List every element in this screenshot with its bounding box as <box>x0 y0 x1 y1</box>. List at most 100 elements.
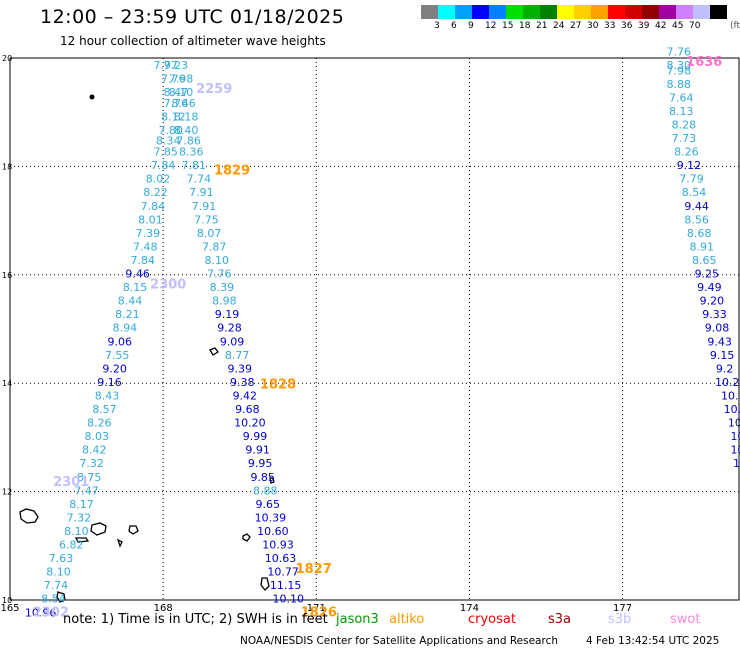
wave-height-label: 7.84 <box>141 200 166 213</box>
wave-height-label: 8.18 <box>174 110 199 123</box>
color-scale-label: 12 <box>485 21 497 31</box>
wave-height-label: 8.91 <box>689 240 714 253</box>
wave-height-label: 7.32 <box>67 511 92 524</box>
wave-height-label: 10.39 <box>255 511 287 524</box>
wave-height-label: 8.10 <box>46 566 71 579</box>
wave-height-label: 7.64 <box>669 91 694 104</box>
y-tick-label: 16 <box>2 271 12 280</box>
color-swatch <box>693 5 710 19</box>
map-frame <box>9 57 740 601</box>
wave-height-label: 7.97 <box>153 59 178 72</box>
wave-height-label: 7.91 <box>189 186 214 199</box>
color-scale-label: 6 <box>451 21 457 31</box>
wave-height-label: 7.84 <box>130 254 155 267</box>
wave-height-label: 8.26 <box>87 417 112 430</box>
wave-height-label: 7.39 <box>136 227 161 240</box>
wave-height-label: 9.2 <box>716 362 734 375</box>
color-scale-label: 33 <box>604 21 616 31</box>
x-tick-label: 174 <box>460 603 479 614</box>
color-scale-label: 45 <box>672 21 684 31</box>
wave-height-label: 8.39 <box>210 281 235 294</box>
color-scale-label: 70 <box>689 21 701 31</box>
x-tick-label: 177 <box>613 603 632 614</box>
satellite-legend-swot: swot <box>670 612 701 627</box>
y-tick-label: 12 <box>2 488 12 497</box>
wave-height-label: 7.23 <box>164 59 189 72</box>
wave-height-label: 10 <box>730 444 740 457</box>
wave-height-label: 10. <box>724 403 740 416</box>
wave-height-label: 8.02 <box>146 173 171 186</box>
wave-height-label: 7.76 <box>207 268 232 281</box>
color-swatch <box>659 5 676 19</box>
wave-height-label: 8.47 <box>164 86 189 99</box>
island-outline <box>19 508 39 524</box>
island-outline <box>209 347 219 356</box>
wave-height-label: 9.12 <box>677 159 702 172</box>
wave-height-label: 8.40 <box>174 124 199 137</box>
wave-height-label: 9.38 <box>230 376 255 389</box>
wave-height-label: 8.12 <box>161 110 186 123</box>
wave-height-label: 9.39 <box>227 362 252 375</box>
footer-timestamp: 4 Feb 13:42:54 UTC 2025 <box>586 635 720 647</box>
color-scale-unit: (ft) <box>730 21 740 31</box>
wave-height-label: 8.10 <box>64 525 89 538</box>
wave-height-label: 8.77 <box>225 349 250 362</box>
x-tick-label: 165 <box>0 603 19 614</box>
wave-height-label: 9.95 <box>248 457 273 470</box>
color-swatch <box>574 5 591 19</box>
wave-height-label: 8.88 <box>253 484 278 497</box>
wave-height-label: 8.54 <box>682 186 707 199</box>
wave-height-label: 8.44 <box>118 295 143 308</box>
color-swatch <box>591 5 608 19</box>
island-outline <box>128 525 139 535</box>
color-swatch <box>489 5 506 19</box>
wave-height-label: 9.15 <box>710 349 735 362</box>
x-tick-label: 171 <box>307 603 326 614</box>
wave-height-label: 7.32 <box>79 457 104 470</box>
wave-height-label: 10. <box>721 389 739 402</box>
wave-height-label: 7.55 <box>105 349 130 362</box>
wave-height-label: 7.48 <box>133 240 158 253</box>
wave-height-label: 7.76 <box>161 72 186 85</box>
wave-height-label: 8.98 <box>212 295 237 308</box>
wave-height-label: 8.21 <box>115 308 140 321</box>
wave-height-label: 8.15 <box>123 281 148 294</box>
color-swatch <box>421 5 438 19</box>
wave-height-label: 9.06 <box>108 335 133 348</box>
wave-height-label: 8.07 <box>197 227 222 240</box>
color-swatch <box>506 5 523 19</box>
color-scale-label: 15 <box>502 21 514 31</box>
wave-height-label: 7.86 <box>176 135 201 148</box>
wave-height-label: 7.76 <box>666 45 691 58</box>
color-scale-label: 27 <box>570 21 582 31</box>
wave-height-label: 6.82 <box>59 539 84 552</box>
wave-height-label: 7.47 <box>74 484 99 497</box>
wave-height-label: 8.17 <box>69 498 94 511</box>
x-tick-label: 168 <box>154 603 173 614</box>
color-scale-legend: 3 6 9 12 15 18 21 24 27 30 33 36 39 42 45 70 <box>421 5 727 33</box>
footer-credit: NOAA/NESDIS Center for Satellite Applica… <box>240 635 558 647</box>
wave-height-label: 9.46 <box>125 268 150 281</box>
pass-time-label: 1826 <box>301 605 337 620</box>
wave-height-label: 8.10 <box>204 254 229 267</box>
wave-height-label: 9.25 <box>695 268 720 281</box>
wave-height-label: 9.99 <box>243 430 268 443</box>
wave-height-label: 10.10 <box>272 593 304 606</box>
island-outline <box>242 533 251 542</box>
color-swatch <box>472 5 489 19</box>
wave-height-label: 7.79 <box>679 173 704 186</box>
color-swatch <box>676 5 693 19</box>
wave-height-label: 8.01 <box>138 213 163 226</box>
island-outline <box>56 591 66 603</box>
page-title: 12:00 – 23:59 UTC 01/18/2025 <box>40 6 345 28</box>
wave-height-label: 9.08 <box>705 322 730 335</box>
wave-height-label: 8.94 <box>113 322 138 335</box>
color-scale-label: 9 <box>468 21 474 31</box>
pass-time-label: 2259 <box>196 82 232 97</box>
satellite-legend-cryosat: cryosat <box>468 612 516 627</box>
color-scale-label: 21 <box>536 21 548 31</box>
wave-height-label: 9.85 <box>250 471 275 484</box>
satellite-legend-altiko: altiko <box>389 612 425 627</box>
color-scale-label: 42 <box>655 21 667 31</box>
wave-height-label: 7.75 <box>194 213 219 226</box>
